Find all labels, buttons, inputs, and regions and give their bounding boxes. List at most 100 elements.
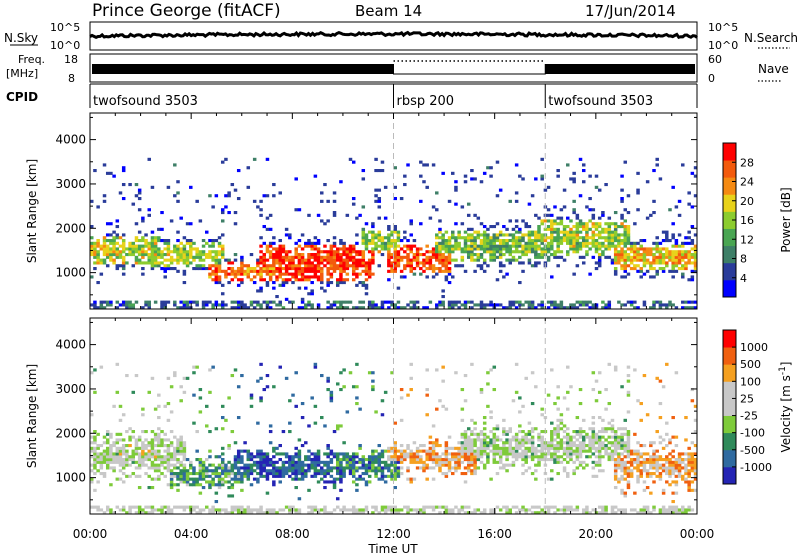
- heatmap-cell: [335, 264, 340, 268]
- heatmap-cell: [246, 452, 251, 456]
- heatmap-cell: [259, 511, 263, 515]
- heatmap-cell: [661, 505, 666, 509]
- heatmap-cell: [300, 300, 305, 304]
- heatmap-cell: [396, 466, 401, 470]
- heatmap-cell: [502, 241, 506, 245]
- heatmap-cell: [652, 169, 656, 173]
- heatmap-cell: [134, 183, 139, 187]
- heatmap-cell: [256, 269, 260, 273]
- heatmap-cell: [585, 222, 589, 226]
- heatmap-cell: [502, 441, 506, 445]
- heatmap-cell: [326, 283, 330, 287]
- heatmap-cell: [674, 239, 679, 243]
- heatmap-cell: [211, 303, 215, 307]
- heatmap-cell: [272, 255, 276, 259]
- heatmap-cell: [153, 247, 158, 251]
- heatmap-cell: [355, 216, 359, 220]
- freq-label-2: [MHz]: [6, 67, 38, 80]
- heatmap-cell: [393, 460, 397, 464]
- heatmap-cell: [435, 303, 439, 307]
- heatmap-cell: [294, 253, 298, 257]
- heatmap-cell: [508, 233, 512, 237]
- heatmap-cell: [508, 261, 512, 265]
- heatmap-cell: [508, 247, 512, 251]
- heatmap-cell: [444, 474, 449, 478]
- heatmap-cell: [371, 458, 375, 462]
- heatmap-cell: [291, 272, 295, 276]
- heatmap-cell: [220, 247, 225, 251]
- heatmap-cell: [655, 469, 659, 473]
- heatmap-cell: [546, 505, 551, 509]
- heatmap-cell: [115, 362, 120, 366]
- heatmap-cell: [403, 505, 407, 509]
- heatmap-cell: [326, 258, 330, 262]
- heatmap-cell: [217, 474, 222, 478]
- heatmap-cell: [297, 261, 302, 265]
- heatmap-cell: [227, 466, 231, 470]
- heatmap-cell: [329, 258, 334, 262]
- heatmap-cell: [371, 247, 375, 251]
- heatmap-cell: [393, 511, 397, 515]
- heatmap-cell: [323, 250, 327, 254]
- heatmap-cell: [642, 272, 647, 276]
- heatmap-cell: [537, 233, 541, 237]
- heatmap-cell: [227, 267, 231, 271]
- heatmap-cell: [466, 452, 471, 456]
- heatmap-cell: [623, 463, 628, 467]
- heatmap-cell: [502, 239, 506, 243]
- colorbar-tick-label: -25: [740, 410, 758, 423]
- heatmap-cell: [482, 452, 487, 456]
- heatmap-cell: [377, 455, 382, 459]
- heatmap-cell: [326, 466, 330, 470]
- heatmap-cell: [406, 253, 410, 257]
- heatmap-cell: [275, 253, 279, 257]
- heatmap-cell: [438, 469, 442, 473]
- heatmap-cell: [249, 463, 254, 467]
- heatmap-cell: [144, 458, 148, 462]
- heatmap-cell: [556, 236, 560, 240]
- heatmap-cell: [409, 480, 413, 484]
- heatmap-cell: [422, 258, 426, 262]
- heatmap-cell: [342, 385, 346, 389]
- heatmap-cell: [521, 404, 525, 408]
- heatmap-cell: [128, 508, 132, 512]
- heatmap-cell: [361, 508, 366, 512]
- heatmap-cell: [569, 508, 573, 512]
- heatmap-cell: [553, 438, 557, 442]
- heatmap-cell: [409, 388, 413, 392]
- heatmap-cell: [128, 435, 132, 439]
- heatmap-cell: [470, 177, 474, 181]
- heatmap-cell: [431, 455, 436, 459]
- heatmap-cell: [492, 365, 497, 369]
- heatmap-cell: [217, 267, 222, 271]
- heatmap-cell: [310, 460, 314, 464]
- heatmap-cell: [211, 508, 215, 512]
- heatmap-cell: [189, 250, 193, 254]
- heatmap-cell: [447, 466, 452, 470]
- heatmap-cell: [125, 511, 129, 515]
- heatmap-cell: [380, 477, 385, 481]
- heatmap-cell: [658, 402, 663, 406]
- heatmap-cell: [272, 474, 276, 478]
- heatmap-cell: [406, 446, 410, 450]
- heatmap-cell: [185, 264, 190, 268]
- heatmap-cell: [495, 250, 500, 254]
- heatmap-cell: [623, 244, 628, 248]
- heatmap-cell: [256, 449, 260, 453]
- heatmap-cell: [134, 449, 139, 453]
- heatmap-cell: [594, 244, 599, 248]
- heatmap-cell: [169, 250, 174, 254]
- heatmap-cell: [444, 244, 449, 248]
- heatmap-cell: [249, 458, 254, 462]
- heatmap-cell: [316, 452, 321, 456]
- heatmap-cell: [240, 300, 244, 304]
- heatmap-cell: [131, 505, 136, 509]
- heatmap-cell: [323, 480, 327, 484]
- heatmap-cell: [268, 472, 273, 476]
- heatmap-cell: [272, 269, 276, 273]
- heatmap-cell: [473, 239, 477, 243]
- heatmap-cell: [556, 396, 560, 400]
- heatmap-cell: [556, 385, 560, 389]
- heatmap-cell: [236, 283, 241, 287]
- heatmap-cell: [227, 486, 231, 490]
